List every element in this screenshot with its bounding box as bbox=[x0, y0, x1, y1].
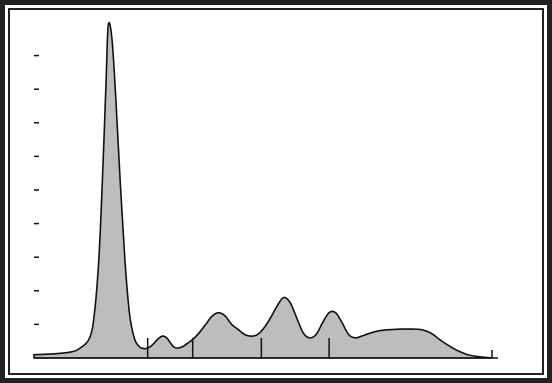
y-axis-ticks bbox=[34, 54, 39, 326]
x-dividers bbox=[146, 338, 493, 358]
inner-border bbox=[8, 8, 544, 375]
density-area bbox=[33, 21, 493, 359]
